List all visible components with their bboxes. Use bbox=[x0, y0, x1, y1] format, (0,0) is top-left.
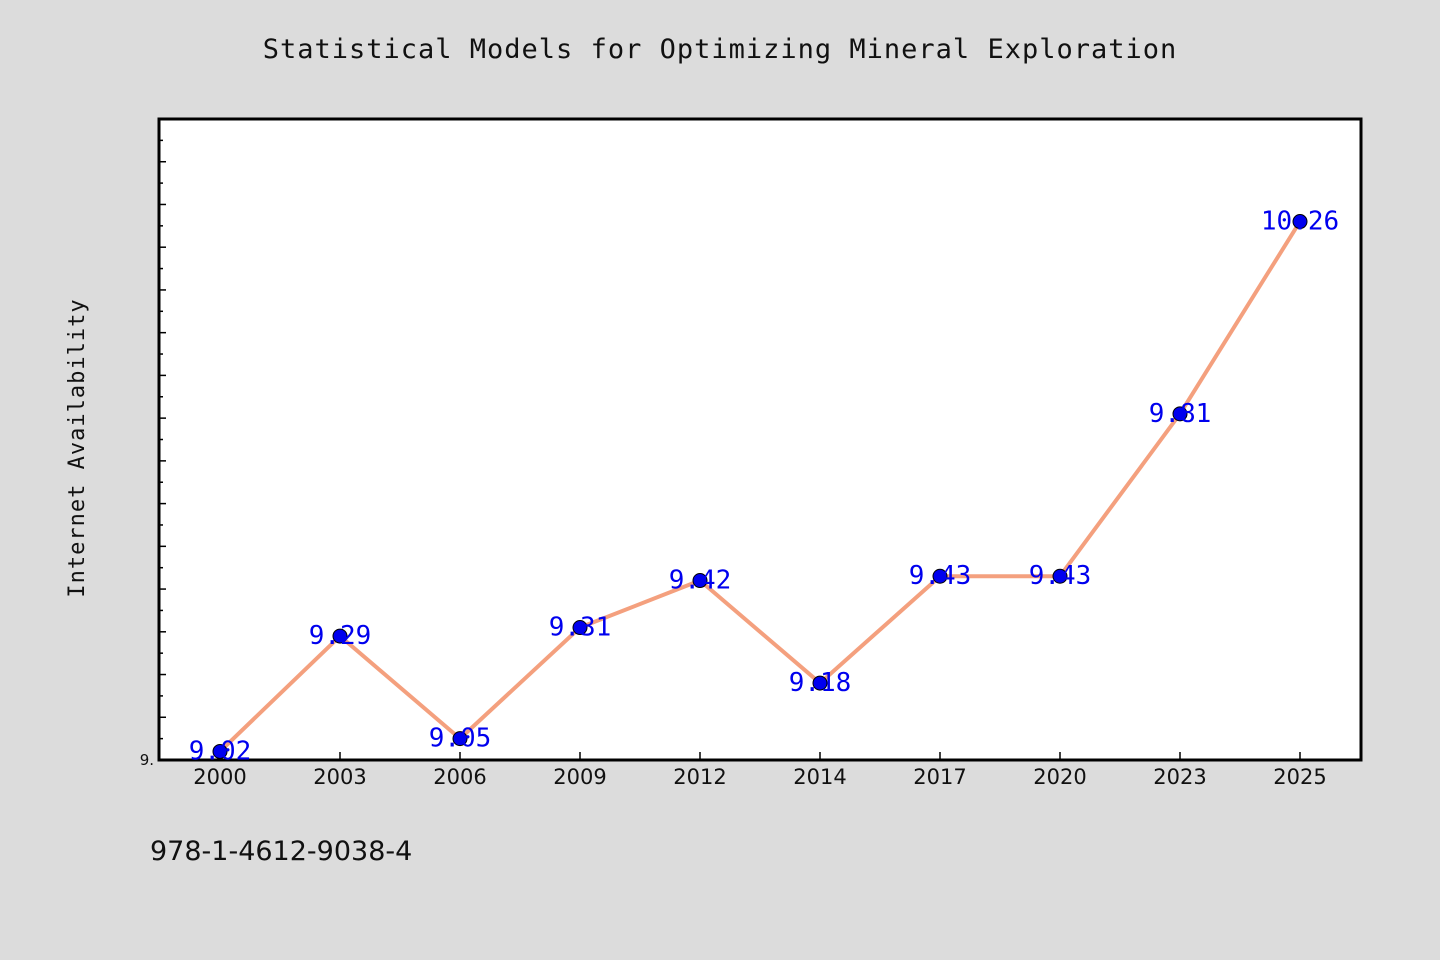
x-tick-label: 2009 bbox=[553, 765, 606, 789]
y-axis-ticks: 9. bbox=[140, 139, 166, 769]
data-label: 9.02 bbox=[189, 736, 252, 766]
plot-area bbox=[157, 117, 1363, 762]
x-tick-label: 2006 bbox=[433, 765, 486, 789]
data-markers bbox=[212, 214, 1308, 759]
data-label: 9.29 bbox=[309, 621, 372, 651]
series-line bbox=[218, 219, 1302, 754]
data-label: 9.43 bbox=[1029, 561, 1092, 591]
series-lines bbox=[218, 219, 1302, 754]
data-labels: 9.02 9.29 9.05 9.31 9.42 9.18 9.43 9.43 9.81 10.2… bbox=[189, 207, 1339, 767]
chart-title: Statistical Models for Optimizing Minera… bbox=[262, 34, 1178, 65]
x-tick-label: 2020 bbox=[1033, 765, 1086, 789]
y-axis-label: Internet Availability bbox=[65, 298, 90, 597]
data-label: 9.42 bbox=[669, 566, 732, 596]
data-point bbox=[692, 573, 708, 589]
x-tick-label: 2017 bbox=[913, 765, 966, 789]
data-point bbox=[1292, 214, 1308, 230]
footer-code: 978-1-4612-9038-4 bbox=[150, 836, 413, 867]
x-tick-label: 2003 bbox=[313, 765, 366, 789]
data-point bbox=[812, 675, 828, 691]
data-point bbox=[1052, 568, 1068, 584]
data-point bbox=[1172, 406, 1188, 422]
x-tick-label: 2023 bbox=[1153, 765, 1206, 789]
data-label: 9.43 bbox=[909, 561, 972, 591]
data-point bbox=[452, 731, 468, 747]
data-label: 10.26 bbox=[1261, 207, 1339, 237]
y-tick-label: 9. bbox=[140, 751, 154, 769]
data-label: 9.81 bbox=[1149, 399, 1212, 429]
x-tick-label: 2000 bbox=[193, 765, 246, 789]
data-point bbox=[572, 620, 588, 636]
data-point bbox=[212, 743, 228, 759]
x-tick-label: 2012 bbox=[673, 765, 726, 789]
x-axis-ticks: 2000 2003 2006 2009 2012 2014 2017 2020 2023 2025 bbox=[193, 752, 1327, 789]
data-point bbox=[932, 568, 948, 584]
data-label: 9.18 bbox=[789, 668, 852, 698]
x-tick-label: 2014 bbox=[793, 765, 846, 789]
data-label: 9.31 bbox=[549, 613, 612, 643]
x-tick-label: 2025 bbox=[1273, 765, 1326, 789]
data-label: 9.05 bbox=[429, 724, 492, 754]
data-point bbox=[332, 628, 348, 644]
